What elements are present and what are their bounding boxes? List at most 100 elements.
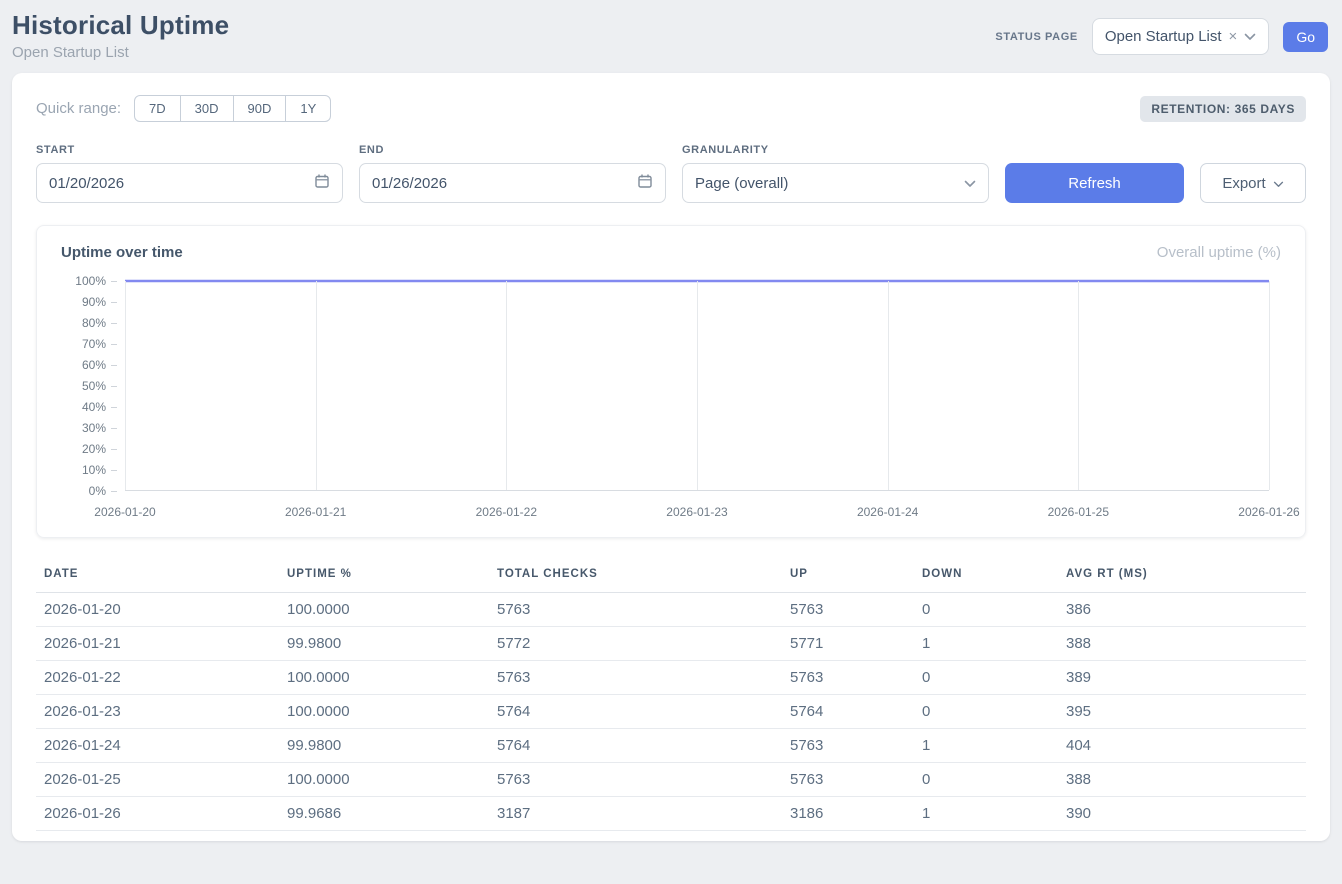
table-cell: 5771 [782, 626, 914, 661]
quick-range-group: Quick range: 7D 30D 90D 1Y [36, 95, 332, 122]
uptime-chart: 0% 10% 20% 30% 40% 50% 60% 70% 80% 90% 100% 2026-0… [61, 273, 1299, 523]
y-axis-tick-label: 30% [82, 421, 117, 435]
chevron-down-icon [1273, 175, 1284, 192]
table-cell: 2026-01-22 [36, 660, 279, 695]
table-cell: 390 [1058, 796, 1306, 831]
start-date-value: 01/20/2026 [49, 174, 125, 192]
calendar-icon[interactable] [314, 173, 330, 193]
x-axis-tick-label: 2026-01-22 [475, 505, 538, 519]
table-row: 2026-01-25 100.0000 5763 5763 0 388 [36, 762, 1306, 797]
table-cell: 5763 [489, 592, 782, 627]
y-axis-tick-mark [111, 322, 117, 324]
clear-selection-icon[interactable]: × [1228, 28, 1238, 45]
y-axis-tick-mark [111, 469, 117, 471]
page-header: Historical Uptime Open Startup List STAT… [0, 0, 1342, 73]
table-header-row: DATE UPTIME % TOTAL CHECKS UP DOWN AVG RT (MS… [36, 558, 1306, 593]
table-cell: 5763 [782, 592, 914, 627]
start-date-input[interactable]: 01/20/2026 [36, 163, 343, 203]
y-axis-tick-label: 80% [82, 316, 117, 330]
end-date-input[interactable]: 01/26/2026 [359, 163, 666, 203]
table-row: 2026-01-21 99.9800 5772 5771 1 388 [36, 626, 1306, 661]
table-cell: 388 [1058, 626, 1306, 661]
table-cell: 389 [1058, 660, 1306, 695]
table-row: 2026-01-22 100.0000 5763 5763 0 389 [36, 660, 1306, 695]
table-cell: 5763 [782, 660, 914, 695]
table-cell: 5763 [782, 762, 914, 797]
granularity-field: GRANULARITY Page (overall) [682, 144, 989, 203]
x-axis-tick-label: 2026-01-25 [1047, 505, 1110, 519]
export-button[interactable]: Export [1200, 163, 1306, 203]
start-date-label: START [36, 144, 75, 156]
table-cell: 99.9800 [279, 626, 489, 661]
table-cell: 5763 [489, 762, 782, 797]
table-cell: 100.0000 [279, 762, 489, 797]
start-date-field: START 01/20/2026 [36, 144, 343, 203]
table-cell: 2026-01-20 [36, 592, 279, 627]
uptime-table: DATE UPTIME % TOTAL CHECKS UP DOWN AVG RT (MS… [36, 558, 1306, 831]
table-cell: 5764 [489, 694, 782, 729]
page-subtitle: Open Startup List [12, 44, 129, 61]
vertical-gridline [1078, 281, 1080, 490]
table-cell: 388 [1058, 762, 1306, 797]
table-cell: 5772 [489, 626, 782, 661]
table-cell: 2026-01-24 [36, 728, 279, 763]
table-row: 2026-01-20 100.0000 5763 5763 0 386 [36, 592, 1306, 627]
calendar-icon[interactable] [637, 173, 653, 193]
chart-title: Uptime over time [61, 244, 183, 261]
chart-header: Uptime over time Overall uptime (%) [61, 244, 1281, 261]
y-axis-tick-mark [111, 490, 117, 492]
table-cell: 2026-01-26 [36, 796, 279, 831]
retention-badge: RETENTION: 365 DAYS [1140, 95, 1306, 122]
table-column-header: TOTAL CHECKS [489, 558, 782, 593]
quick-range-button-30d[interactable]: 30D [179, 95, 234, 122]
table-cell: 100.0000 [279, 592, 489, 627]
table-cell: 99.9686 [279, 796, 489, 831]
table-cell: 395 [1058, 694, 1306, 729]
refresh-button[interactable]: Refresh [1005, 163, 1184, 203]
quick-range-button-1y[interactable]: 1Y [285, 95, 332, 122]
y-axis-tick-label: 90% [82, 295, 117, 309]
chart-plot-area [125, 281, 1270, 491]
table-cell: 0 [914, 660, 1058, 695]
export-button-label: Export [1222, 174, 1266, 192]
y-axis-tick-mark [111, 301, 117, 303]
y-axis-tick-mark [111, 427, 117, 429]
table-cell: 100.0000 [279, 694, 489, 729]
go-button[interactable]: Go [1283, 21, 1328, 52]
table-column-header: DATE [36, 558, 279, 593]
status-page-label: STATUS PAGE [995, 30, 1078, 43]
title-block: Historical Uptime Open Startup List [12, 10, 229, 61]
quick-range-button-7d[interactable]: 7D [134, 95, 181, 122]
table-cell: 1 [914, 626, 1058, 661]
quick-range-row: Quick range: 7D 30D 90D 1Y RETENTION: 365 D… [36, 95, 1306, 122]
y-axis-tick-label: 20% [82, 442, 117, 456]
table-column-header: DOWN [914, 558, 1058, 593]
table-cell: 1 [914, 796, 1058, 831]
y-axis-tick-mark [111, 343, 117, 345]
end-date-label: END [359, 144, 385, 156]
y-axis-tick-label: 100% [75, 274, 117, 288]
table-cell: 2026-01-23 [36, 694, 279, 729]
table-cell: 0 [914, 762, 1058, 797]
y-axis-tick-mark [111, 385, 117, 387]
x-axis-tick-label: 2026-01-23 [666, 505, 728, 519]
granularity-select[interactable]: Page (overall) [682, 163, 989, 203]
y-axis-tick-label: 60% [82, 358, 117, 372]
chevron-down-icon [1244, 28, 1256, 45]
table-row: 2026-01-24 99.9800 5764 5763 1 404 [36, 728, 1306, 763]
y-axis-tick-label: 70% [82, 337, 117, 351]
table-cell: 100.0000 [279, 660, 489, 695]
y-axis-tick-mark [111, 406, 117, 408]
table-cell: 3187 [489, 796, 782, 831]
vertical-gridline [887, 281, 889, 490]
filter-form-row: START 01/20/2026 END 01/26/2026 GRANULAR… [36, 144, 1306, 203]
quick-range-buttons: 7D 30D 90D 1Y [134, 95, 332, 122]
chevron-down-icon [964, 175, 976, 192]
y-axis-labels: 0% 10% 20% 30% 40% 50% 60% 70% 80% 90% 100% [61, 274, 117, 498]
quick-range-button-90d[interactable]: 90D [232, 95, 287, 122]
table-cell: 5763 [782, 728, 914, 763]
table-cell: 404 [1058, 728, 1306, 763]
x-axis-tick-label: 2026-01-20 [94, 505, 156, 519]
table-cell: 5764 [782, 694, 914, 729]
status-page-select[interactable]: Open Startup List × [1091, 18, 1270, 55]
